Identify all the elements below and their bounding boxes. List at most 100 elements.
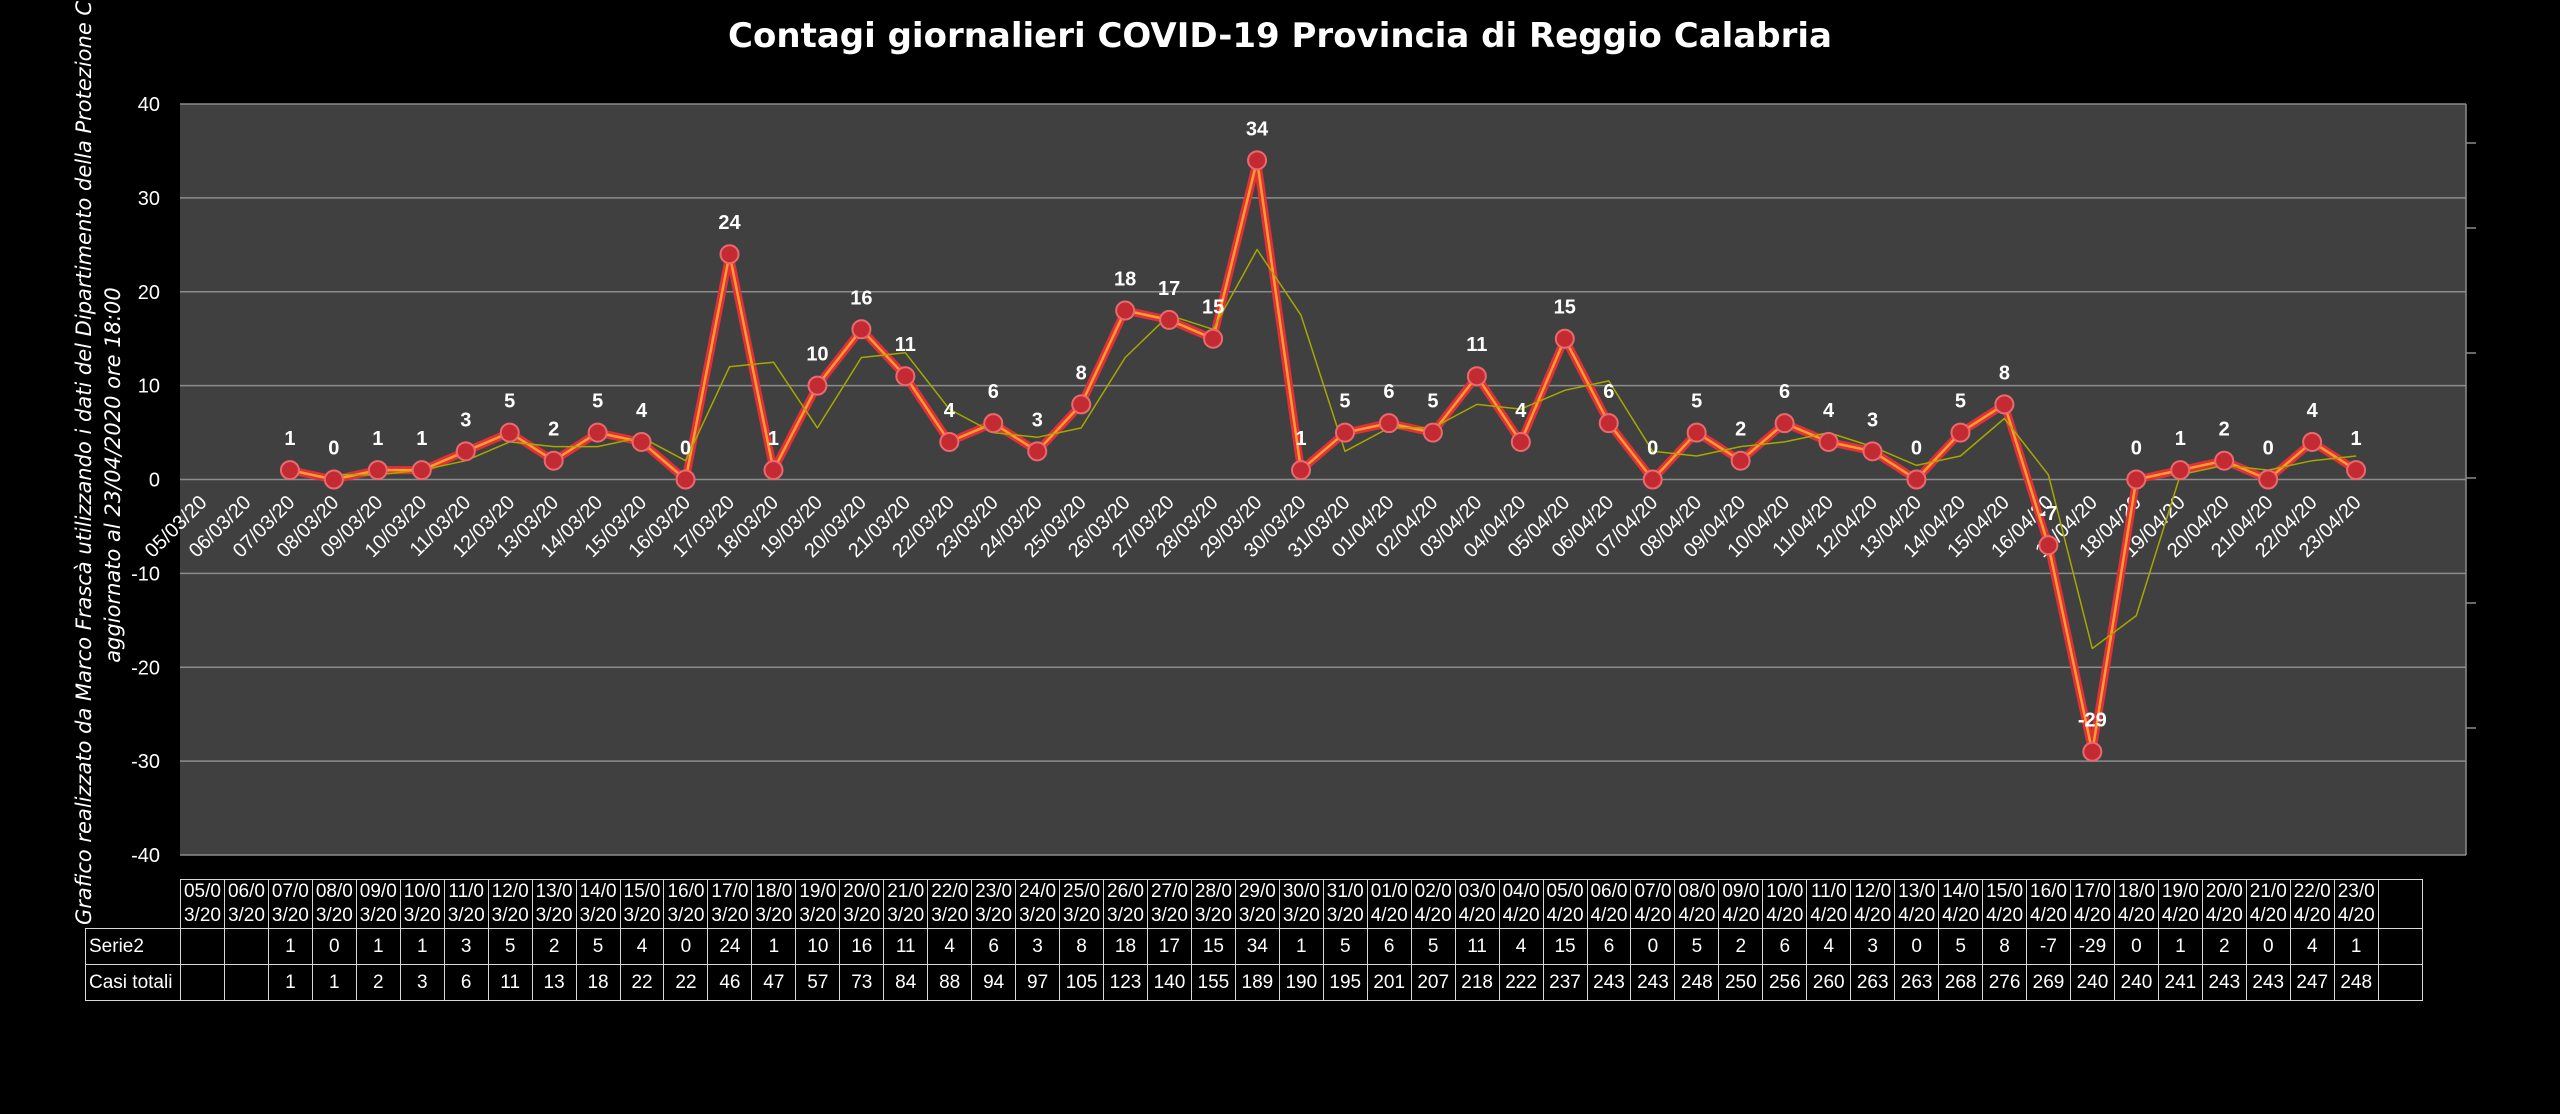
table-cell: 243	[1586, 964, 1632, 1001]
table-cell: 4	[1806, 928, 1852, 965]
data-label: 6	[988, 381, 999, 403]
table-cell	[2377, 928, 2423, 965]
data-label: 6	[1383, 381, 1394, 403]
data-label: 6	[1779, 381, 1790, 403]
table-cell: 1	[267, 964, 313, 1001]
data-point	[2038, 535, 2059, 556]
table-header-cell: 04/0 4/20	[1498, 879, 1544, 929]
data-label: 3	[1032, 409, 1043, 431]
data-point	[1950, 422, 1971, 443]
y-tick-label: -40	[131, 845, 160, 867]
table-cell: 84	[883, 964, 929, 1001]
data-point	[1774, 413, 1795, 434]
table-header-cell: 26/0 3/20	[1103, 879, 1148, 929]
data-label: 6	[1603, 381, 1614, 403]
table-header-cell: 23/0 4/20	[2333, 879, 2379, 929]
data-label: 17	[1158, 278, 1180, 300]
table-cell: 2	[1718, 928, 1764, 965]
table-cell: 155	[1190, 964, 1236, 1001]
table-header-cell: 05/0 4/20	[1542, 879, 1588, 929]
data-label: 4	[1823, 400, 1835, 422]
y-tick-label: 10	[138, 376, 160, 398]
table-cell: 15	[1542, 928, 1588, 965]
table-cell: 105	[1059, 964, 1105, 1001]
table-header-cell: 07/0 4/20	[1630, 879, 1676, 929]
table-header-cell: 10/0 4/20	[1762, 879, 1808, 929]
y-tick-label: -10	[131, 563, 160, 585]
table-cell: 5	[487, 928, 533, 965]
table-cell: 263	[1850, 964, 1896, 1001]
table-cell: 237	[1542, 964, 1588, 1001]
data-point	[1686, 422, 1707, 443]
table-cell	[180, 928, 225, 965]
table-cell: 222	[1498, 964, 1544, 1001]
table-header-cell: 25/0 3/20	[1059, 879, 1105, 929]
table-cell: 195	[1322, 964, 1368, 1001]
table-cell: 5	[1674, 928, 1720, 965]
table-header-cell: 06/0 3/20	[223, 879, 269, 929]
table-cell: 189	[1234, 964, 1280, 1001]
table-header-cell: 20/0 3/20	[839, 879, 885, 929]
table-cell: 22	[663, 964, 709, 1001]
data-point	[1291, 460, 1312, 481]
table-cell: 73	[839, 964, 885, 1001]
data-point	[2302, 431, 2323, 452]
table-cell: 0	[311, 928, 357, 965]
table-cell: 1	[399, 928, 445, 965]
table-header-cell: 22/0 4/20	[2289, 879, 2335, 929]
table-cell: 1	[355, 928, 401, 965]
table-cell: 1	[311, 964, 357, 1001]
data-point	[1115, 300, 1136, 321]
table-header-cell: 20/0 4/20	[2201, 879, 2247, 929]
table-header-cell: 18/0 4/20	[2113, 879, 2159, 929]
table-cell: 201	[1366, 964, 1412, 1001]
table-cell: 5	[1938, 928, 1984, 965]
data-point	[1466, 366, 1487, 387]
table-cell: 34	[1234, 928, 1280, 965]
data-point	[1818, 431, 1839, 452]
data-label: 2	[548, 419, 559, 441]
table-cell: 18	[1103, 928, 1148, 965]
table-cell: 4	[619, 928, 665, 965]
table-cell: 256	[1762, 964, 1808, 1001]
data-label: 1	[416, 428, 427, 450]
data-point	[543, 450, 564, 471]
data-point	[1994, 394, 2015, 415]
table-header-cell: 10/0 3/20	[399, 879, 445, 929]
table-cell: 243	[1630, 964, 1676, 1001]
chart-title: Contagi giornalieri COVID-19 Provincia d…	[728, 16, 1832, 56]
data-point	[1422, 422, 1443, 443]
table-header-cell: 12/0 4/20	[1850, 879, 1896, 929]
table-header-cell: 05/0 3/20	[180, 879, 225, 929]
data-point	[983, 413, 1004, 434]
data-label: 0	[680, 438, 691, 460]
data-label: 0	[1911, 438, 1922, 460]
source-note: Grafico realizzato da Marco Frascà utili…	[70, 0, 128, 925]
data-label: -7	[2039, 503, 2057, 525]
data-label: 4	[944, 400, 956, 422]
data-point	[1378, 413, 1399, 434]
table-header-cell: 02/0 4/20	[1410, 879, 1456, 929]
table-cell: -29	[2069, 928, 2115, 965]
data-point	[279, 460, 300, 481]
table-cell: 3	[443, 928, 489, 965]
data-point	[895, 366, 916, 387]
table-cell: 247	[2289, 964, 2335, 1001]
table-row-label: Casi totali	[85, 964, 181, 1001]
series-markers	[279, 150, 2367, 762]
table-cell: 18	[575, 964, 621, 1001]
table-cell: 8	[1982, 928, 2028, 965]
table-header-cell: 27/0 3/20	[1146, 879, 1192, 929]
table-cell: 276	[1982, 964, 2028, 1001]
data-point	[1071, 394, 1092, 415]
table-header-cell: 21/0 3/20	[883, 879, 929, 929]
data-point	[2258, 469, 2279, 490]
table-corner	[86, 880, 181, 929]
data-point	[1247, 150, 1268, 171]
data-point	[807, 375, 828, 396]
data-point	[1642, 469, 1663, 490]
table-header-row: 05/0 3/20 06/0 3/20 07/0 3/20 08/0 3/20 09/0 3/20…	[86, 879, 2423, 929]
data-point	[367, 460, 388, 481]
table-header-cell: 01/0 4/20	[1366, 879, 1412, 929]
table-header-cell: 23/0 3/20	[971, 879, 1017, 929]
